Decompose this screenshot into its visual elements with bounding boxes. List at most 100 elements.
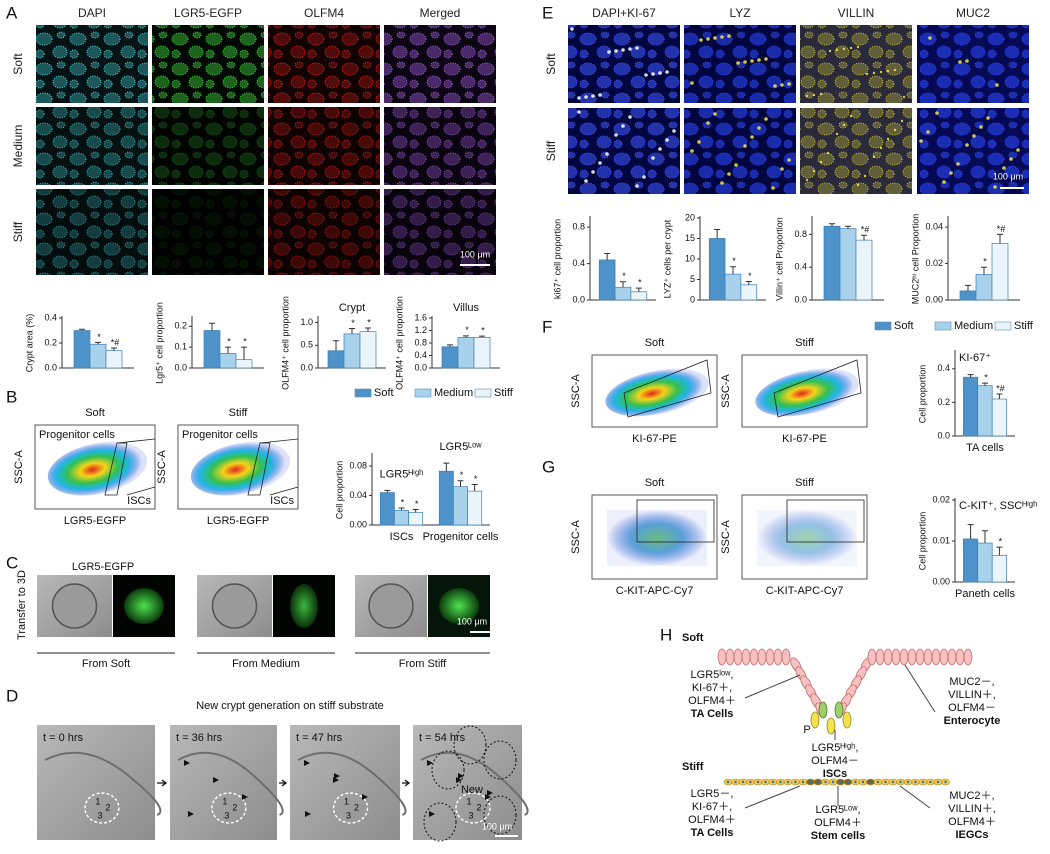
speckle <box>842 123 846 127</box>
cell-annotation: OLFM4＋ <box>688 695 736 707</box>
new-crypt <box>483 740 517 780</box>
arrowhead <box>485 794 491 800</box>
error-bar <box>463 335 469 338</box>
micrograph-dim <box>36 189 148 275</box>
panel-title: New crypt generation on stiff substrate <box>196 700 384 712</box>
speckle <box>979 125 983 129</box>
speckle <box>720 181 724 185</box>
row-label: Stiff <box>544 140 558 161</box>
error-bar <box>714 228 721 239</box>
speckle <box>879 146 883 150</box>
y-axis-label: Crypt area (%) <box>24 314 34 373</box>
speckle <box>849 114 853 118</box>
micrograph <box>684 108 796 194</box>
bar <box>991 398 1007 437</box>
epithelial-cell <box>781 648 791 666</box>
crypt-number: 2 <box>232 802 237 812</box>
speckle <box>628 115 632 119</box>
sequence-arrow <box>402 779 411 787</box>
bar <box>73 330 91 369</box>
epithelial-cell <box>757 648 767 666</box>
bar <box>740 284 758 301</box>
plot-title: Soft <box>85 407 105 419</box>
cell-annotation: IEGCs <box>955 829 988 841</box>
micrograph <box>268 189 380 275</box>
micrograph <box>917 25 1029 103</box>
speckle <box>993 185 997 189</box>
speckle <box>665 138 669 142</box>
arrowhead <box>184 760 190 766</box>
speckle <box>727 34 731 38</box>
nucleus <box>741 780 745 784</box>
error-bar <box>996 546 1003 556</box>
fluorescence-glow <box>124 588 164 624</box>
new-crypt <box>431 750 465 790</box>
crypt-number: 3 <box>346 810 351 820</box>
arrowhead <box>304 760 310 766</box>
crypt-number: 2 <box>476 802 481 812</box>
bar <box>379 492 395 526</box>
legend-label: Stiff <box>494 387 514 399</box>
column-header: Merged <box>420 6 461 20</box>
cell-annotation: LGR5ᴴⁱᵍʰ, <box>812 742 859 754</box>
speckle <box>734 163 738 167</box>
speckle <box>706 37 710 41</box>
y-tick-label: 1.6 <box>414 312 427 322</box>
speckle <box>665 70 669 74</box>
epithelial-cell <box>891 648 901 666</box>
epithelial-cell <box>955 648 965 666</box>
plot-title: Stiff <box>795 337 815 349</box>
significance-mark: * <box>732 256 736 266</box>
error-bar <box>209 322 215 331</box>
legend-swatch <box>934 321 952 331</box>
y-axis-label: SSC-A <box>570 374 582 408</box>
new-crypt <box>453 725 487 765</box>
x-axis-label: KI-67-PE <box>632 433 677 445</box>
speckle <box>658 71 662 75</box>
x-axis-label: LGR5-EGFP <box>207 515 269 527</box>
cell-annotation: VILLIN＋, <box>948 689 996 701</box>
micrograph <box>268 25 380 103</box>
y-axis-label: SSC-A <box>720 520 732 554</box>
speckle <box>757 126 761 130</box>
nucleus <box>831 780 835 784</box>
speckle <box>805 94 809 98</box>
error-bar <box>457 480 464 487</box>
epithelial-cell <box>907 648 917 666</box>
gate <box>269 486 299 496</box>
micrograph <box>800 25 912 103</box>
y-tick-label: 0.02 <box>932 494 950 504</box>
speckle <box>699 38 703 42</box>
bar <box>977 542 993 583</box>
y-tick-label: 0.0 <box>174 362 187 372</box>
legend-label: Medium <box>434 387 473 399</box>
sequence-arrow <box>279 779 288 787</box>
nucleus <box>944 780 947 784</box>
significance-mark: * <box>460 470 464 480</box>
side-label: Transfer to 3D <box>16 570 28 640</box>
significance-mark: * <box>748 271 752 281</box>
density <box>757 510 857 566</box>
condition-title: Soft <box>682 632 704 644</box>
x-axis-label: KI-67-PE <box>782 433 827 445</box>
crypt-outline <box>211 792 247 824</box>
y-tick-label: 1.0 <box>300 317 313 327</box>
epithelial-cell <box>773 648 783 666</box>
speckle <box>757 58 761 62</box>
column-header: LYZ <box>729 6 750 20</box>
speckle <box>863 174 867 178</box>
speckle <box>893 68 897 72</box>
y-axis-label: Villin⁺ cell Proportion <box>774 217 784 301</box>
speckle <box>872 71 876 75</box>
speckle <box>713 36 717 40</box>
speckle <box>736 61 740 65</box>
nucleus <box>771 780 775 784</box>
epithelial-cell <box>818 701 828 719</box>
speckle <box>926 130 930 134</box>
speckle <box>672 129 676 133</box>
error-bar <box>398 507 405 511</box>
speckle <box>935 111 939 115</box>
nucleus <box>861 780 865 784</box>
